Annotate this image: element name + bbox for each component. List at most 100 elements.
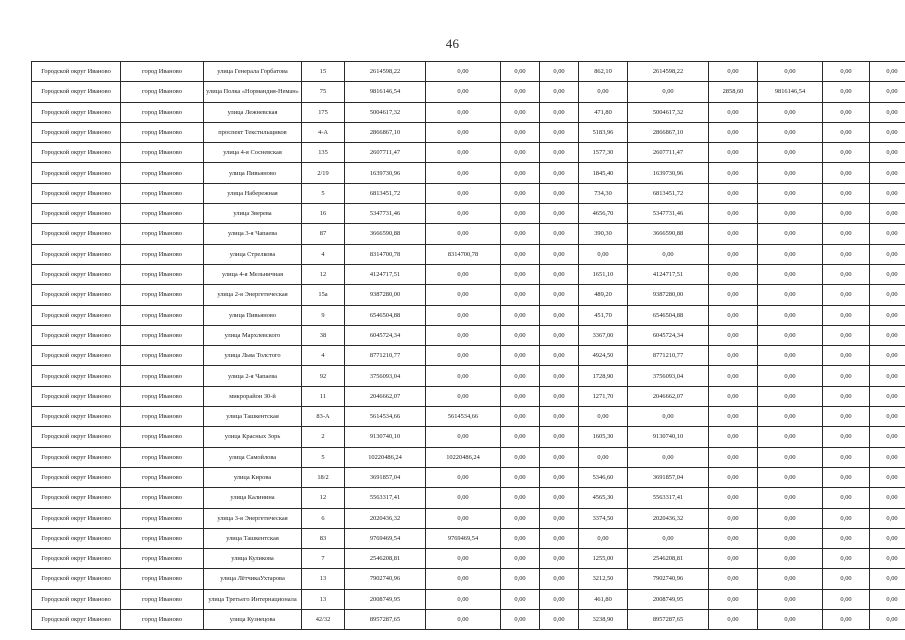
cell-p2: 2020436,32 [627,507,709,529]
cell-z2: 0,00 [500,385,540,408]
cell-okrug: Городской округ Иваново [31,142,121,164]
cell-p2: 9130740,10 [627,426,709,448]
cell-z1: 0,00 [425,609,501,631]
cell-p2: 3666590,88 [627,223,709,245]
cell-sum-total: 2046662,07 [344,385,426,408]
cell-z3: 0,00 [539,162,579,184]
cell-p2: 2008749,95 [627,588,709,611]
cell-p1: 461,80 [578,588,628,611]
cell-p3: 9816146,54 [757,81,823,103]
cell-p1: 390,30 [578,223,628,245]
cell-z5: 0,00 [822,345,870,367]
cell-z3: 0,00 [539,81,579,103]
cell-p3: 0,00 [757,324,823,347]
cell-z6: 0,00 [869,345,905,367]
cell-city: город Иваново [120,203,204,225]
cell-z5: 0,00 [822,527,870,550]
table-row: Городской округ Иваново город Иваново улиц… [31,609,905,631]
cell-okrug: Городской округ Иваново [31,60,121,83]
cell-z4: 0,00 [708,446,758,468]
cell-okrug: Городской округ Иваново [31,263,121,286]
cell-house: 42/32 [301,609,345,631]
cell-okrug: Городской округ Иваново [31,162,121,184]
cell-street: улица ЛётчикаУхтарова [203,568,302,590]
cell-z5: 0,00 [822,263,870,286]
cell-sum-total: 6813451,72 [344,182,426,205]
cell-p2: 0,00 [627,446,709,468]
cell-street: улица Генерала Горбатова [203,60,302,83]
cell-z5: 0,00 [822,548,870,570]
cell-okrug: Городской округ Иваново [31,487,121,509]
cell-house: 4 [301,345,345,367]
cell-z5: 0,00 [822,466,870,489]
cell-z3: 0,00 [539,284,579,306]
cell-p3: 0,00 [757,446,823,468]
table-row: Городской округ Иваново город Иваново улиц… [31,548,905,570]
cell-z3: 0,00 [539,60,579,83]
cell-street: улица Калинина [203,487,302,509]
cell-street: улица 2-я Энергетическая [203,284,302,306]
cell-p2: 2546208,81 [627,548,709,570]
cell-house: 83 [301,527,345,550]
cell-okrug: Городской округ Иваново [31,527,121,550]
cell-city: город Иваново [120,121,204,144]
cell-sum-total: 6546504,88 [344,304,426,326]
cell-sum-total: 9130740,10 [344,426,426,448]
cell-z6: 0,00 [869,609,905,631]
cell-house: 2 [301,426,345,448]
cell-z2: 0,00 [500,324,540,347]
cell-z2: 0,00 [500,365,540,387]
cell-z2: 0,00 [500,182,540,205]
cell-p3: 0,00 [757,426,823,448]
cell-z2: 0,00 [500,406,540,428]
cell-house: 5 [301,446,345,468]
cell-z5: 0,00 [822,507,870,529]
cell-z3: 0,00 [539,406,579,428]
cell-sum-total: 5614534,66 [344,406,426,428]
cell-city: город Иваново [120,162,204,184]
cell-p3: 0,00 [757,243,823,265]
cell-z3: 0,00 [539,609,579,631]
cell-z3: 0,00 [539,304,579,326]
cell-city: город Иваново [120,365,204,387]
cell-house: 18/2 [301,466,345,489]
cell-z4: 0,00 [708,466,758,489]
cell-p3: 0,00 [757,609,823,631]
cell-p1: 4924,50 [578,345,628,367]
cell-street: улица Красных Зорь [203,426,302,448]
cell-p1: 0,00 [578,243,628,265]
cell-p3: 0,00 [757,60,823,83]
cell-z6: 0,00 [869,284,905,306]
cell-p1: 489,20 [578,284,628,306]
cell-city: город Иваново [120,568,204,590]
cell-okrug: Городской округ Иваново [31,284,121,306]
cell-street: улица Третьего Интернационала [203,588,302,611]
cell-z5: 0,00 [822,609,870,631]
cell-z1: 0,00 [425,385,501,408]
cell-z5: 0,00 [822,426,870,448]
cell-z1: 0,00 [425,466,501,489]
cell-street: улица Куликова [203,548,302,570]
cell-z1: 0,00 [425,324,501,347]
cell-okrug: Городской округ Иваново [31,121,121,144]
cell-z6: 0,00 [869,466,905,489]
cell-okrug: Городской округ Иваново [31,182,121,205]
cell-p3: 0,00 [757,304,823,326]
cell-z4: 0,00 [708,527,758,550]
cell-p3: 0,00 [757,487,823,509]
cell-z2: 0,00 [500,345,540,367]
cell-z4: 0,00 [708,142,758,164]
cell-z6: 0,00 [869,324,905,347]
cell-p2: 5004617,32 [627,101,709,123]
table-row: Городской округ Иваново город Иваново улиц… [31,223,905,245]
cell-p2: 0,00 [627,81,709,103]
cell-p3: 0,00 [757,588,823,611]
cell-z4: 0,00 [708,243,758,265]
cell-z2: 0,00 [500,609,540,631]
cell-house: 135 [301,142,345,164]
cell-p1: 4565,30 [578,487,628,509]
cell-z2: 0,00 [500,162,540,184]
cell-z2: 0,00 [500,487,540,509]
cell-city: город Иваново [120,324,204,347]
cell-okrug: Городской округ Иваново [31,345,121,367]
